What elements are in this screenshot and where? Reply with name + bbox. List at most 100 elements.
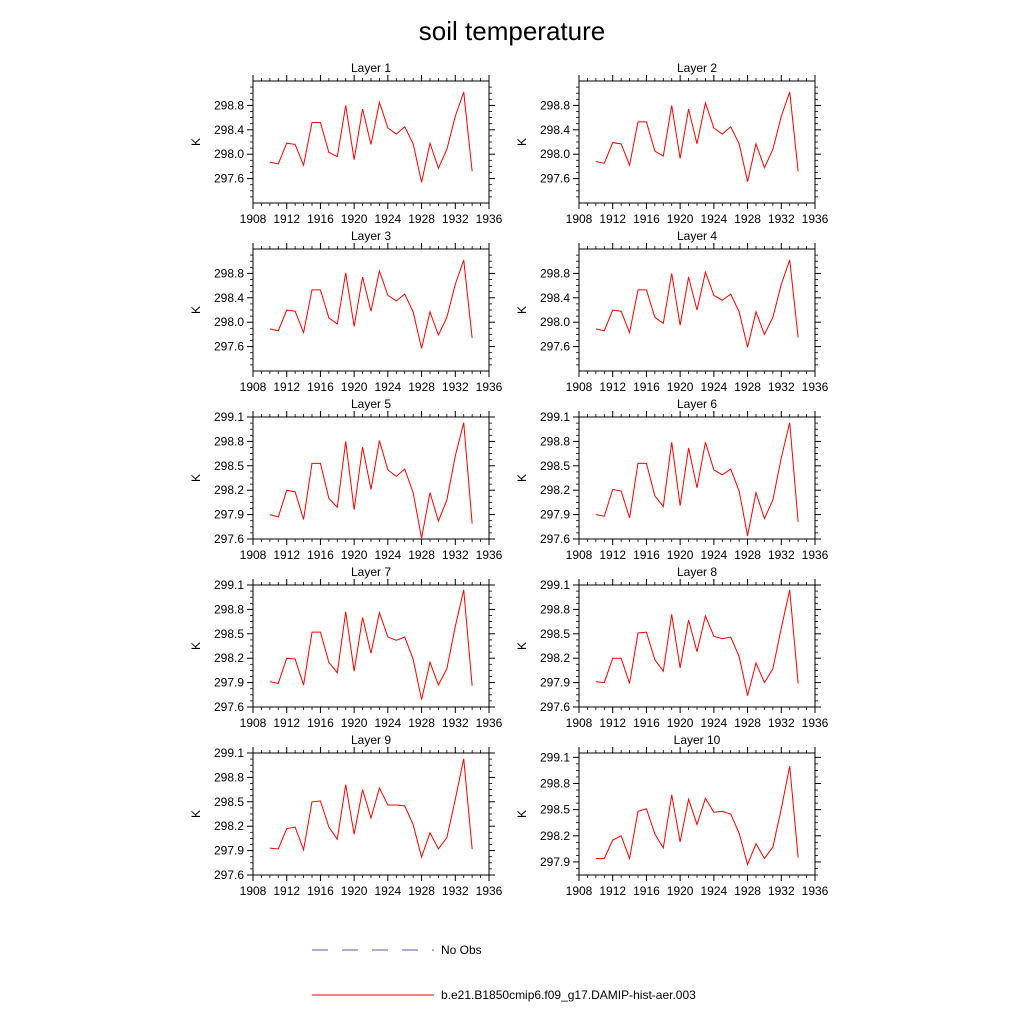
x-tick-label: 1912 <box>599 212 626 226</box>
x-tick-label: 1924 <box>701 884 728 898</box>
y-tick-label: 298.8 <box>214 770 244 784</box>
y-tick-label: 297.6 <box>540 532 570 546</box>
panel-layer-9: Layer 9 K 1908 1912 1916 1920 1924 1928 1932 1936… <box>189 733 503 898</box>
x-tick-label: 1924 <box>375 548 402 562</box>
y-axis-label: K <box>515 642 529 650</box>
x-tick-label: 1928 <box>408 548 435 562</box>
panel-title: Layer 3 <box>351 229 391 243</box>
x-tick-label: 1932 <box>442 716 469 730</box>
y-tick-label: 298.0 <box>214 147 244 161</box>
x-tick-label: 1936 <box>476 212 503 226</box>
x-tick-label: 1920 <box>667 884 694 898</box>
x-tick-label: 1928 <box>734 884 761 898</box>
x-tick-label: 1912 <box>273 380 300 394</box>
panel-layer-3: Layer 3 K 1908 1912 1916 1920 1924 1928 1932 1936… <box>189 229 503 394</box>
x-tick-label: 1932 <box>442 884 469 898</box>
y-tick-label: 298.8 <box>214 98 244 112</box>
x-tick-label: 1916 <box>633 548 660 562</box>
x-tick-label: 1908 <box>240 884 267 898</box>
panel-layer-1: Layer 1 K 1908 1912 1916 1920 1924 1928 1932 1936… <box>189 61 503 226</box>
panel-title: Layer 7 <box>351 565 391 579</box>
y-tick-label: 297.6 <box>540 700 570 714</box>
y-tick-label: 298.8 <box>214 602 244 616</box>
x-tick-label: 1908 <box>240 380 267 394</box>
plot-frame <box>578 416 816 540</box>
y-tick-label: 297.9 <box>214 508 244 522</box>
x-tick-label: 1928 <box>734 212 761 226</box>
x-tick-label: 1932 <box>768 716 795 730</box>
panel-layer-2: Layer 2 K 1908 1912 1916 1920 1924 1928 1932 1936… <box>515 61 829 226</box>
x-tick-label: 1928 <box>408 716 435 730</box>
y-axis-label: K <box>515 306 529 314</box>
x-tick-label: 1936 <box>802 380 829 394</box>
y-tick-label: 299.1 <box>540 410 570 424</box>
panel-layer-4: Layer 4 K 1908 1912 1916 1920 1924 1928 1932 1936… <box>515 229 829 394</box>
x-tick-label: 1912 <box>273 884 300 898</box>
x-tick-label: 1924 <box>701 548 728 562</box>
x-tick-label: 1920 <box>667 212 694 226</box>
panel-title: Layer 4 <box>677 229 717 243</box>
x-tick-label: 1924 <box>375 212 402 226</box>
y-tick-label: 297.6 <box>214 868 244 882</box>
legend-label: b.e21.B1850cmip6.f09_g17.DAMIP-hist-aer.… <box>441 988 696 1002</box>
y-tick-label: 298.8 <box>540 266 570 280</box>
y-tick-label: 298.8 <box>540 777 570 791</box>
series-line <box>269 758 473 859</box>
x-tick-label: 1916 <box>633 716 660 730</box>
panel-layer-10: Layer 10 K 1908 1912 1916 1920 1924 1928 1932 193… <box>515 733 829 898</box>
x-tick-label: 1908 <box>566 548 593 562</box>
legend: No Obs b.e21.B1850cmip6.f09_g17.DAMIP-his… <box>312 943 696 1002</box>
x-tick-label: 1908 <box>566 884 593 898</box>
y-tick-label: 298.5 <box>214 795 244 809</box>
x-tick-label: 1924 <box>701 212 728 226</box>
x-tick-label: 1920 <box>667 548 694 562</box>
x-tick-label: 1924 <box>375 380 402 394</box>
y-tick-label: 297.6 <box>214 172 244 186</box>
x-tick-label: 1908 <box>240 548 267 562</box>
y-axis-label: K <box>515 474 529 482</box>
x-tick-label: 1936 <box>476 716 503 730</box>
plot-frame <box>252 584 490 708</box>
y-tick-label: 298.5 <box>214 627 244 641</box>
x-tick-label: 1912 <box>273 548 300 562</box>
x-tick-label: 1932 <box>768 212 795 226</box>
series-line <box>269 422 473 539</box>
x-tick-label: 1924 <box>701 716 728 730</box>
y-tick-label: 299.1 <box>540 578 570 592</box>
y-tick-label: 298.0 <box>540 147 570 161</box>
x-tick-label: 1908 <box>240 716 267 730</box>
panel-title: Layer 8 <box>677 565 717 579</box>
x-tick-label: 1912 <box>273 212 300 226</box>
y-tick-label: 299.1 <box>214 746 244 760</box>
plot-frame <box>252 752 490 876</box>
y-tick-label: 299.1 <box>214 410 244 424</box>
x-tick-label: 1916 <box>307 212 334 226</box>
x-tick-label: 1936 <box>802 716 829 730</box>
x-tick-label: 1928 <box>408 380 435 394</box>
legend-label: No Obs <box>441 943 482 957</box>
x-tick-label: 1936 <box>476 884 503 898</box>
x-tick-label: 1928 <box>408 884 435 898</box>
x-tick-label: 1912 <box>599 380 626 394</box>
x-tick-label: 1928 <box>734 716 761 730</box>
series-line <box>595 589 799 696</box>
x-tick-label: 1924 <box>701 380 728 394</box>
panel-title: Layer 1 <box>351 61 391 75</box>
x-tick-label: 1916 <box>307 380 334 394</box>
y-tick-label: 298.5 <box>540 803 570 817</box>
x-tick-label: 1916 <box>633 212 660 226</box>
y-tick-label: 297.9 <box>540 855 570 869</box>
y-tick-label: 298.8 <box>540 602 570 616</box>
y-axis-label: K <box>189 642 203 650</box>
x-tick-label: 1912 <box>599 884 626 898</box>
plot-frame <box>578 584 816 708</box>
series-line <box>595 765 799 867</box>
y-tick-label: 297.9 <box>540 676 570 690</box>
x-tick-label: 1924 <box>375 716 402 730</box>
y-tick-label: 298.2 <box>214 651 244 665</box>
y-tick-label: 299.1 <box>540 750 570 764</box>
x-tick-label: 1928 <box>408 212 435 226</box>
x-tick-label: 1908 <box>566 380 593 394</box>
x-tick-label: 1916 <box>307 716 334 730</box>
